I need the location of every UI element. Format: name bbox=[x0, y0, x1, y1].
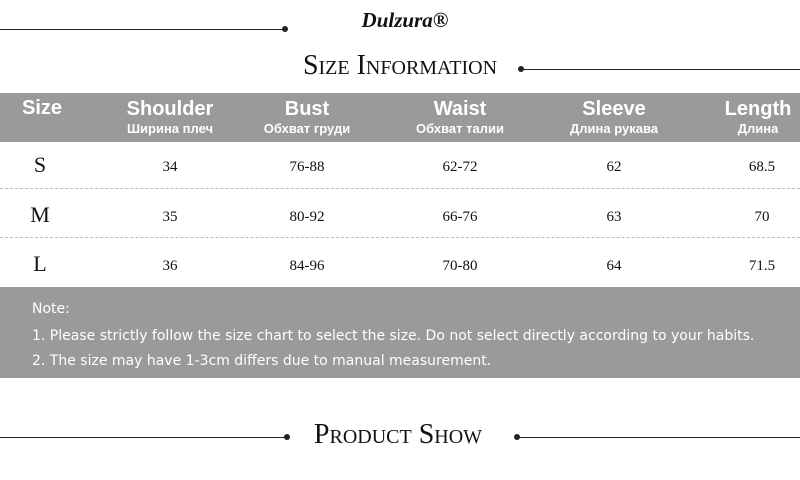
table-cell: 70-80 bbox=[442, 258, 478, 274]
table-header: Size Shoulder Ширина плеч Bust Обхват груди W… bbox=[0, 93, 800, 142]
row-separator bbox=[0, 188, 800, 189]
table-cell: 80-92 bbox=[289, 209, 325, 225]
divider-line bbox=[0, 437, 285, 438]
table-cell: 66-76 bbox=[442, 209, 478, 225]
table-cell: 35 bbox=[162, 209, 178, 225]
note-line: 1. Please strictly follow the size chart… bbox=[32, 328, 755, 344]
column-header: Shoulder Ширина плеч bbox=[95, 98, 245, 136]
column-title: Waist bbox=[433, 98, 487, 120]
table-cell: 62 bbox=[606, 159, 622, 175]
column-subtitle: Обхват груди bbox=[263, 121, 351, 136]
column-header: Bust Обхват груди bbox=[232, 98, 382, 136]
size-label: M bbox=[30, 202, 50, 227]
size-label: S bbox=[33, 152, 47, 177]
column-header: Sleeve Длина рукава bbox=[539, 98, 689, 136]
divider-dot bbox=[282, 26, 288, 32]
brand-logo: Dulzura® bbox=[361, 8, 449, 32]
column-subtitle: Ширина плеч bbox=[126, 121, 214, 136]
divider-dot bbox=[284, 434, 290, 440]
column-title: Sleeve bbox=[582, 98, 646, 120]
column-title: Size bbox=[21, 97, 63, 119]
column-header: Length Длина bbox=[683, 98, 800, 136]
divider-line bbox=[522, 69, 800, 70]
size-label: L bbox=[33, 251, 47, 276]
section-title: Size Information bbox=[302, 50, 498, 81]
table-cell: 62-72 bbox=[442, 159, 478, 175]
table-cell: 76-88 bbox=[289, 159, 325, 175]
table-cell: 63 bbox=[606, 209, 622, 225]
column-title: Length bbox=[724, 98, 792, 120]
table-cell: 84-96 bbox=[289, 258, 325, 274]
divider-line bbox=[0, 29, 283, 30]
divider-dot bbox=[514, 434, 520, 440]
table-cell: 34 bbox=[162, 159, 178, 175]
note-heading: Note: bbox=[32, 301, 70, 317]
note-line: 2. The size may have 1-3cm differs due t… bbox=[32, 353, 492, 369]
table-cell: 70 bbox=[754, 209, 770, 225]
section-title: Product Show bbox=[313, 419, 483, 450]
table-cell: 68.5 bbox=[748, 159, 776, 175]
note-box: Note: 1. Please strictly follow the size… bbox=[0, 287, 800, 378]
column-title: Bust bbox=[284, 98, 330, 120]
column-title: Shoulder bbox=[126, 98, 214, 120]
divider-dot bbox=[518, 66, 524, 72]
table-cell: 71.5 bbox=[748, 258, 776, 274]
divider-line bbox=[518, 437, 800, 438]
column-subtitle: Обхват талии bbox=[416, 121, 504, 136]
column-subtitle: Длина bbox=[737, 121, 779, 136]
row-separator bbox=[0, 237, 800, 238]
column-header: Waist Обхват талии bbox=[385, 98, 535, 136]
column-subtitle: Длина рукава bbox=[570, 121, 658, 136]
column-header: Size bbox=[0, 97, 117, 120]
table-cell: 64 bbox=[606, 258, 622, 274]
table-cell: 36 bbox=[162, 258, 178, 274]
